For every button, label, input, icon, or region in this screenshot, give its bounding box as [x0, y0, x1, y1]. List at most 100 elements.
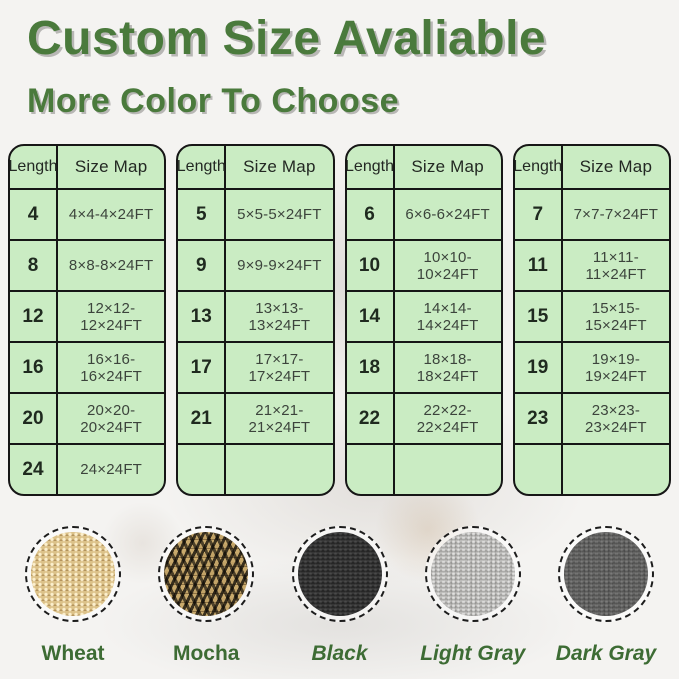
swatch-dashed-ring: [25, 526, 121, 623]
size-map-column-header: Size Map: [579, 157, 653, 177]
table-row: [346, 443, 501, 495]
table-row: [178, 443, 333, 495]
size-table-4: Length Size Map 7 7×7-7×24FT 11 11×11-11×24…: [512, 144, 671, 497]
size-map-cell: 23×23-23×24FT: [584, 401, 647, 436]
swatch-dashed-ring: [424, 526, 521, 623]
swatch-label: Black: [311, 642, 368, 666]
swatch-dashed-ring: [558, 526, 654, 623]
size-map-cell: 14×14-14×24FT: [416, 299, 479, 334]
size-map-cell: 9×9-9×24FT: [237, 257, 322, 275]
swatch-label: Wheat: [41, 642, 105, 666]
table-row: 16 16×16-16×24FT: [10, 341, 165, 393]
fabric-texture-image: [564, 532, 648, 617]
size-map-cell: 10×10-10×24FT: [416, 248, 479, 283]
table-row: 6 6×6-6×24FT: [346, 188, 501, 240]
size-map-column-header: Size Map: [243, 157, 316, 177]
size-map-cell: 20×20-20×24FT: [80, 401, 143, 436]
table-row: 9 9×9-9×24FT: [178, 239, 333, 291]
page-subtitle: More Color To Choose: [27, 82, 400, 121]
color-swatch-lightgray: Light Gray: [412, 526, 534, 666]
table-row: 4 4×4-4×24FT: [10, 188, 165, 240]
table-header-row: Length Size Map: [178, 146, 332, 189]
length-cell: 23: [515, 394, 563, 444]
length-column-header: Length: [10, 146, 58, 189]
length-column-header: Length: [515, 146, 563, 189]
swatch-label: Dark Gray: [555, 642, 657, 666]
size-map-cell: 24×24FT: [80, 461, 143, 479]
size-table-2: Length Size Map 5 5×5-5×24FT 9 9×9-9×24FT 13…: [176, 144, 335, 497]
table-row: 7 7×7-7×24FT: [514, 188, 669, 240]
size-map-cell: 12×12-12×24FT: [80, 299, 143, 334]
length-cell: 8: [10, 241, 58, 291]
length-cell: 16: [10, 343, 58, 393]
size-map-cell: 11×11-11×24FT: [585, 248, 647, 283]
length-cell: 21: [178, 394, 227, 444]
size-map-cell: 5×5-5×24FT: [237, 206, 322, 224]
fabric-texture-image: [164, 532, 249, 617]
table-row: 21 21×21-21×24FT: [178, 392, 333, 444]
length-cell: 13: [178, 292, 227, 342]
table-row: 15 15×15-15×24FT: [514, 290, 669, 342]
table-row: 24 24×24FT: [10, 443, 165, 495]
length-cell: 19: [515, 343, 563, 393]
table-row: 17 17×17-17×24FT: [178, 341, 333, 393]
length-cell: 11: [515, 241, 563, 291]
length-cell: 9: [178, 241, 227, 291]
size-map-cell: [226, 445, 332, 494]
color-swatch-wheat: Wheat: [12, 526, 134, 666]
length-cell: 20: [10, 394, 58, 444]
size-map-cell: 15×15-15×24FT: [584, 299, 647, 334]
size-map-cell: 19×19-19×24FT: [584, 350, 647, 385]
length-cell: [515, 445, 563, 495]
fabric-texture-image: [430, 532, 515, 617]
swatch-dashed-ring: [158, 526, 255, 623]
size-tables-section: Length Size Map 4 4×4-4×24FT 8 8×8-8×24FT 12…: [0, 144, 679, 497]
length-cell: 22: [347, 394, 395, 444]
color-swatch-black: Black: [279, 526, 401, 666]
length-cell: 7: [515, 190, 563, 240]
size-map-cell: [563, 445, 669, 494]
table-row: 5 5×5-5×24FT: [178, 188, 333, 240]
color-swatch-mocha: Mocha: [145, 526, 267, 666]
table-header-row: Length Size Map: [10, 146, 164, 189]
fabric-texture-image: [31, 532, 115, 617]
size-map-cell: 16×16-16×24FT: [80, 350, 143, 385]
length-cell: 10: [347, 241, 395, 291]
table-row: 22 22×22-22×24FT: [346, 392, 501, 444]
table-row: 19 19×19-19×24FT: [514, 341, 669, 393]
table-row: 10 10×10-10×24FT: [346, 239, 501, 291]
length-column-header: Length: [347, 146, 395, 189]
size-map-cell: [395, 445, 501, 494]
table-row: 14 14×14-14×24FT: [346, 290, 501, 342]
table-row: 8 8×8-8×24FT: [10, 239, 165, 291]
length-cell: 14: [347, 292, 395, 342]
size-map-cell: 17×17-17×24FT: [248, 350, 311, 385]
table-row: 20 20×20-20×24FT: [10, 392, 165, 444]
length-cell: [178, 445, 227, 495]
size-map-cell: 13×13-13×24FT: [248, 299, 311, 334]
table-row: 12 12×12-12×24FT: [10, 290, 165, 342]
length-cell: 24: [10, 445, 58, 495]
size-map-column-header: Size Map: [74, 157, 148, 177]
color-swatches-section: Wheat Mocha Black Light Gray Dark Gray: [0, 526, 679, 666]
table-row: [514, 443, 669, 495]
size-map-cell: 6×6-6×24FT: [405, 206, 490, 224]
color-swatch-darkgray: Dark Gray: [545, 526, 667, 666]
table-row: 18 18×18-18×24FT: [346, 341, 501, 393]
length-cell: 6: [347, 190, 395, 240]
size-map-column-header: Size Map: [411, 157, 484, 177]
size-map-cell: 22×22-22×24FT: [416, 401, 479, 436]
length-cell: [347, 445, 395, 495]
length-cell: 12: [10, 292, 58, 342]
swatch-dashed-ring: [291, 526, 388, 623]
table-row: 13 13×13-13×24FT: [178, 290, 333, 342]
fabric-texture-image: [297, 532, 382, 617]
table-header-row: Length Size Map: [515, 146, 669, 189]
length-cell: 17: [178, 343, 227, 393]
length-cell: 18: [347, 343, 395, 393]
size-table-1: Length Size Map 4 4×4-4×24FT 8 8×8-8×24FT 12…: [8, 144, 167, 497]
size-map-cell: 4×4-4×24FT: [68, 206, 154, 224]
size-table-3: Length Size Map 6 6×6-6×24FT 10 10×10-10×24…: [344, 144, 503, 497]
size-map-cell: 18×18-18×24FT: [416, 350, 479, 385]
